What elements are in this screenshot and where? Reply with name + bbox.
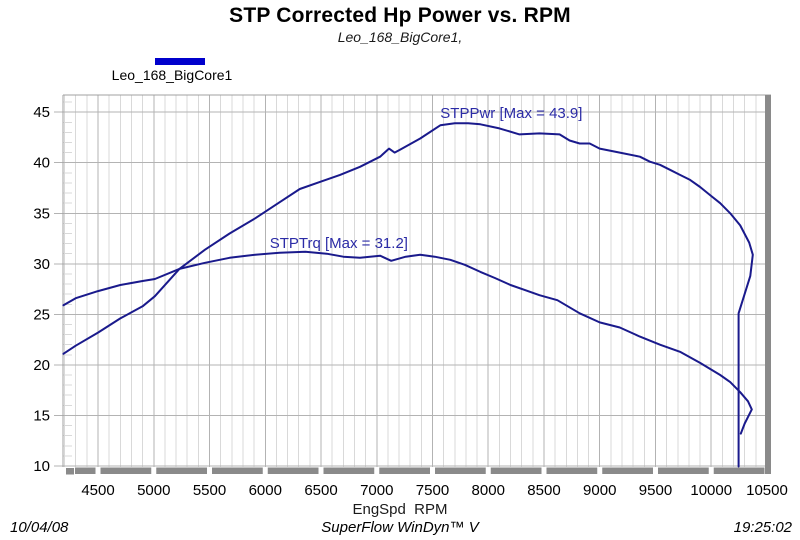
x-tick-label: 6000 bbox=[249, 482, 282, 499]
x-tick-label: 5500 bbox=[193, 482, 226, 499]
stppwr-annotation: STPPwr [Max = 43.9] bbox=[440, 105, 583, 123]
x-tick-label: 7000 bbox=[360, 482, 393, 499]
x-axis-bar-segment bbox=[100, 467, 152, 474]
x-axis-bar-segment bbox=[434, 467, 486, 474]
frame-corner-square bbox=[66, 468, 74, 475]
legend-swatch bbox=[155, 58, 205, 65]
x-axis-bar-segment bbox=[267, 467, 319, 474]
footer-software: SuperFlow WinDyn™ V bbox=[321, 519, 479, 536]
x-tick-label: 8500 bbox=[527, 482, 560, 499]
x-axis-bar-segment bbox=[546, 467, 598, 474]
x-axis-bar-segment bbox=[156, 467, 208, 474]
x-tick-label: 5000 bbox=[137, 482, 170, 499]
x-axis-bar-segment bbox=[323, 467, 375, 474]
x-axis-bar-segment bbox=[379, 467, 430, 474]
y-tick-label: 15 bbox=[33, 407, 50, 424]
chart-subtitle: Leo_168_BigCore1, bbox=[337, 29, 463, 45]
x-tick-label: 10000 bbox=[690, 482, 732, 499]
legend: Leo_168_BigCore1 bbox=[107, 58, 237, 85]
y-tick-label: 45 bbox=[33, 104, 50, 121]
x-tick-label: 10500 bbox=[746, 482, 788, 499]
footer-date: 10/04/08 bbox=[10, 519, 69, 536]
x-tick-label: 9500 bbox=[639, 482, 672, 499]
y-tick-label: 40 bbox=[33, 155, 50, 172]
x-tick-label: 6500 bbox=[304, 482, 337, 499]
x-axis-bar-segment bbox=[713, 467, 765, 474]
x-tick-label: 4500 bbox=[81, 482, 114, 499]
y-tick-label: 30 bbox=[33, 256, 50, 273]
x-axis-bar-segment bbox=[657, 467, 709, 474]
y-tick-label: 20 bbox=[33, 357, 50, 374]
x-axis-bar-segment bbox=[75, 467, 96, 474]
y-tick-label: 25 bbox=[33, 306, 50, 323]
x-axis-bar-segment bbox=[602, 467, 653, 474]
x-axis-bar-segment bbox=[490, 467, 542, 474]
chart-title: STP Corrected Hp Power vs. RPM bbox=[229, 4, 571, 27]
legend-label: Leo_168_BigCore1 bbox=[111, 67, 233, 83]
x-tick-label: 8000 bbox=[472, 482, 505, 499]
x-tick-label: 9000 bbox=[583, 482, 616, 499]
stptrq-curve bbox=[62, 250, 753, 435]
stptrq-annotation: STPTrq [Max = 31.2] bbox=[269, 234, 408, 252]
x-tick-label: 7500 bbox=[416, 482, 449, 499]
stppwr-curve bbox=[62, 122, 754, 468]
y-tick-label: 10 bbox=[33, 458, 50, 475]
frame-right-bar bbox=[765, 95, 771, 474]
x-axis-bar-segment bbox=[212, 467, 263, 474]
footer-time: 19:25:02 bbox=[733, 519, 792, 536]
x-axis-label: EngSpd RPM bbox=[352, 501, 448, 518]
y-tick-label: 35 bbox=[33, 205, 50, 222]
